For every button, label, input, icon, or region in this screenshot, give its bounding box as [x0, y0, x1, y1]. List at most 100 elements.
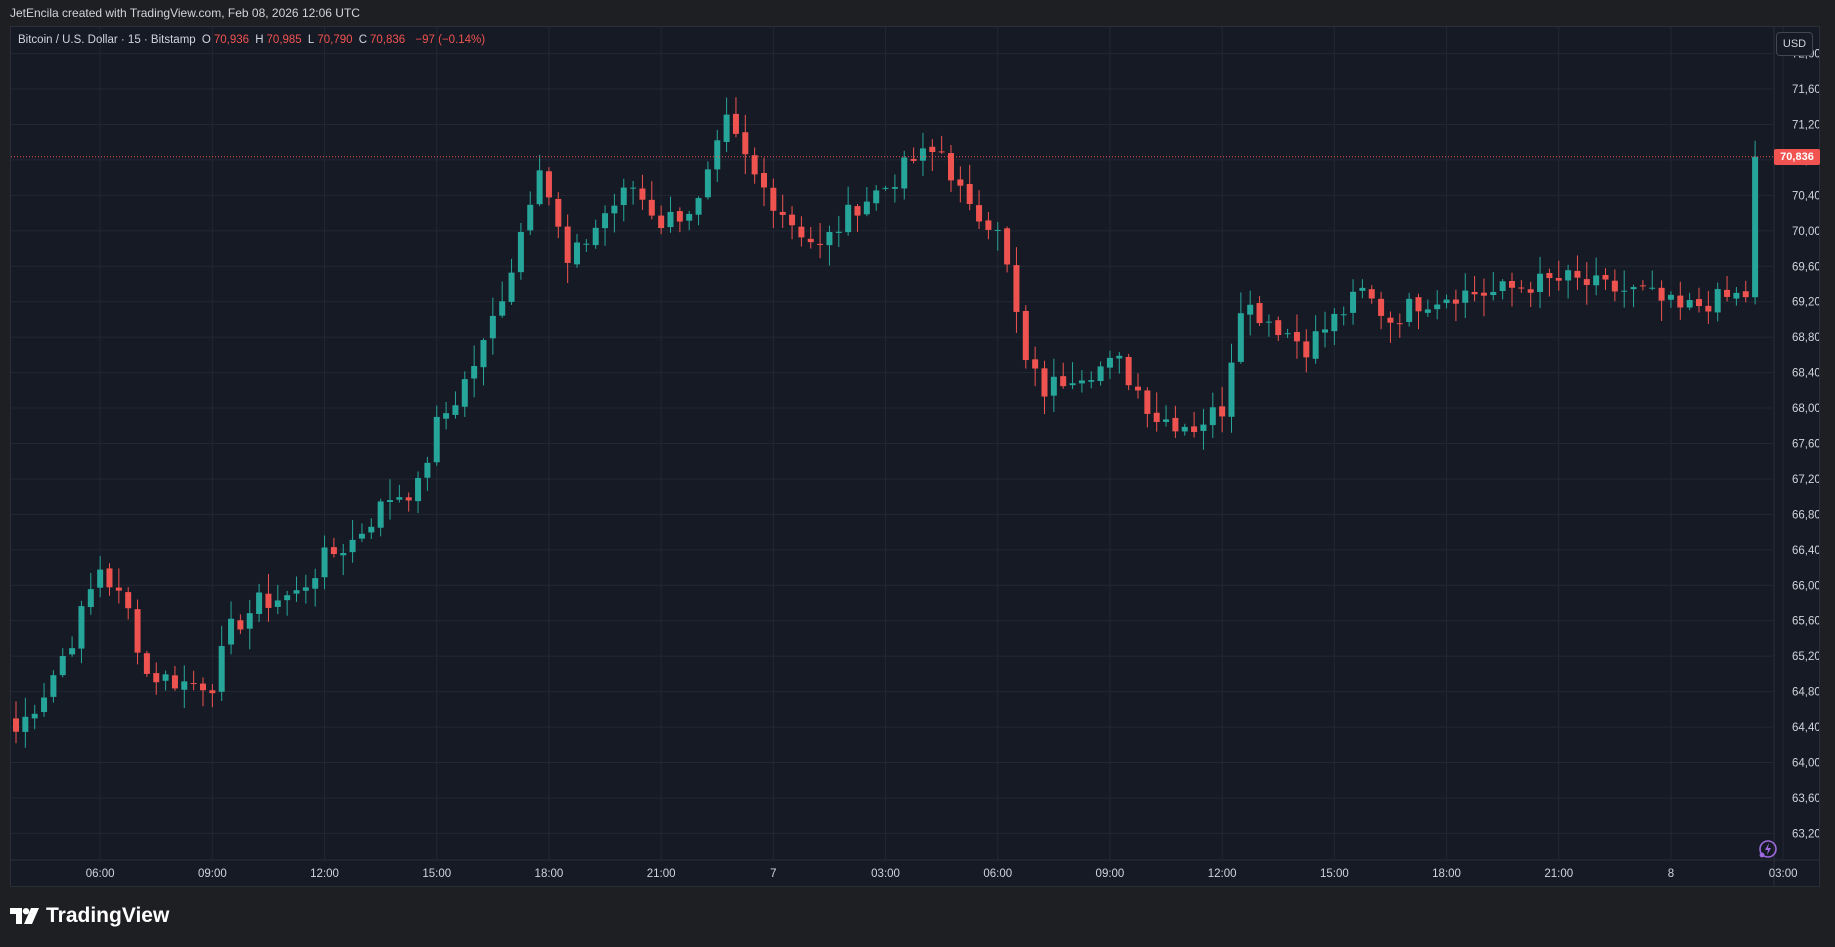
candle-body [284, 595, 291, 601]
candle-body [564, 226, 571, 263]
candle-body [1340, 314, 1347, 316]
candle-body [1733, 292, 1740, 299]
candle-body [1639, 285, 1646, 287]
candle-body [592, 227, 599, 246]
currency-button[interactable]: USD [1776, 32, 1813, 56]
candle-body [1387, 317, 1394, 323]
candle-body [106, 568, 113, 588]
candle-body [312, 578, 319, 589]
candle-body [1443, 299, 1450, 304]
candle-body [1696, 299, 1702, 307]
candle-body [714, 140, 721, 170]
candle-body [704, 169, 711, 198]
candle-body [845, 204, 852, 233]
candle-body [807, 238, 814, 243]
candle-body [1200, 424, 1207, 431]
tradingview-brand[interactable]: TradingView [10, 904, 169, 928]
candle-body [396, 497, 403, 500]
candle-body [761, 172, 767, 188]
candle-body [1013, 265, 1020, 312]
candle-body [480, 340, 487, 368]
candle-body [1527, 289, 1534, 293]
candle-body [751, 155, 758, 175]
chart-caption: JetEncila created with TradingView.com, … [10, 6, 360, 20]
candle-body [1396, 323, 1403, 325]
y-tick-label: 66,000 [1792, 580, 1819, 592]
candle-body [723, 114, 730, 142]
candle-body [695, 198, 702, 215]
candle-body [929, 146, 936, 153]
candle-body [1088, 380, 1095, 382]
candle-body [340, 553, 347, 556]
legend-symbol[interactable]: Bitcoin / U.S. Dollar · 15 · Bitstamp [18, 34, 196, 46]
candle-body [1565, 270, 1572, 281]
candle-body [1209, 407, 1216, 426]
candle-body [228, 618, 235, 645]
candle-body [321, 547, 328, 578]
candle-body [162, 674, 169, 681]
candle-body [994, 229, 1001, 231]
candle-body [1518, 287, 1525, 289]
tradingview-logo-icon [10, 908, 39, 924]
candle-body [209, 690, 216, 694]
candlestick-chart[interactable]: 72,00071,60071,20070,80070,40070,00069,6… [11, 27, 1819, 886]
candle-body [1078, 380, 1085, 384]
candle-body [1752, 156, 1759, 298]
candle-body [1359, 287, 1366, 291]
candle-body [789, 214, 796, 226]
candle-body [302, 587, 309, 591]
candle-body [13, 718, 19, 732]
candle-body [349, 539, 356, 553]
candle-body [1480, 292, 1487, 296]
brand-name: TradingView [46, 904, 170, 927]
candle-body [1331, 313, 1338, 332]
candle-body [87, 589, 94, 608]
candle-body [630, 187, 637, 189]
candle-body [1583, 279, 1590, 285]
candle-body [826, 231, 833, 246]
x-tick-label: 03:00 [1769, 868, 1798, 880]
candle-body [1125, 356, 1132, 386]
candle-body [1097, 366, 1104, 382]
y-tick-label: 65,200 [1792, 651, 1819, 663]
candle-body [78, 606, 85, 649]
candle-body [1322, 329, 1328, 333]
candle-body [41, 697, 48, 713]
y-tick-label: 64,800 [1792, 687, 1819, 699]
candle-body [1247, 304, 1254, 315]
candle-body [461, 379, 468, 407]
candle-body [667, 211, 674, 228]
candle-body [265, 593, 272, 608]
legend-close-label: C [358, 34, 368, 46]
candle-body [1163, 419, 1170, 422]
candle-body [31, 713, 38, 719]
chart-frame[interactable]: 72,00071,60071,20070,80070,40070,00069,6… [10, 26, 1820, 887]
x-tick-label: 03:00 [871, 868, 900, 880]
candle-body [817, 243, 824, 245]
candle-body [536, 170, 543, 205]
candle-body [1050, 376, 1057, 396]
candle-body [415, 477, 422, 502]
candle-body [1219, 406, 1226, 417]
candle-body [1004, 228, 1011, 265]
candle-body [882, 187, 889, 189]
y-tick-label: 63,200 [1792, 828, 1819, 840]
y-tick-label: 71,200 [1792, 119, 1819, 131]
candle-body [424, 462, 431, 478]
candle-body [658, 215, 665, 229]
x-tick-label: 18:00 [1432, 868, 1461, 880]
candle-body [686, 213, 693, 221]
x-tick-label: 18:00 [535, 868, 564, 880]
candle-body [1471, 291, 1478, 295]
candle-body [50, 675, 57, 697]
candle-body [976, 205, 983, 222]
go-to-realtime-icon[interactable] [1757, 838, 1779, 865]
candle-body [732, 113, 739, 134]
candle-body [863, 201, 870, 215]
x-tick-label: 21:00 [1544, 868, 1573, 880]
candle-body [648, 199, 655, 216]
candle-body [452, 405, 459, 415]
candle-body [1686, 300, 1693, 308]
candle-body [143, 653, 150, 674]
